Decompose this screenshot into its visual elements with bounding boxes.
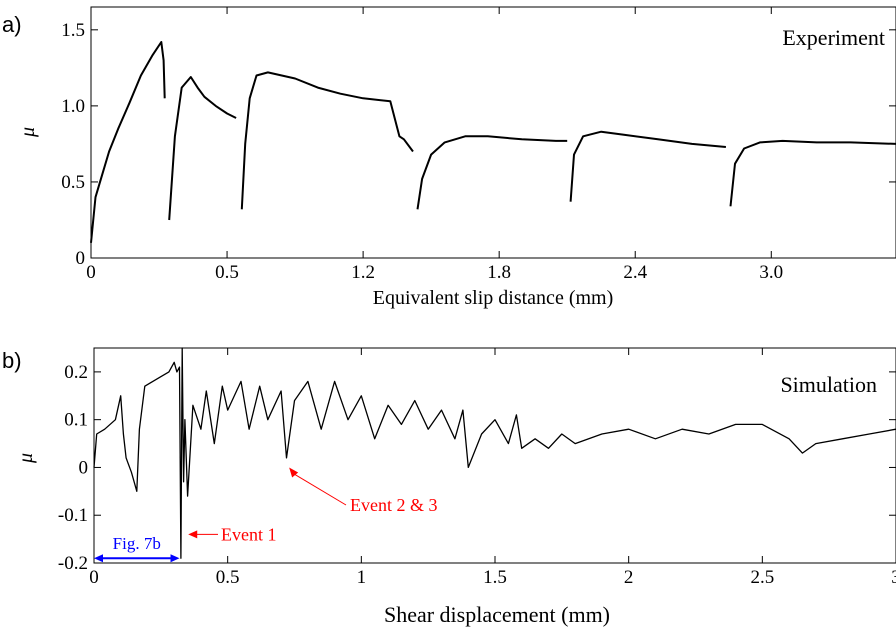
panel-b: b) -0.2 -0.1 0 0.1 0.2 0 0.5 1 1.5 2 2.5 3 Simulat… [2,347,896,627]
panel-a-series-line-6 [729,139,896,207]
panel-a: a) 0 0.5 1.0 1.5 0 0.5 1.2 1.8 2.4 3.0 Experimen… [2,6,896,309]
fig-7b-arrowhead-left [94,554,103,563]
panel-b-x-tick-label: 2 [624,567,634,588]
panel-a-y-tick-label: 0 [76,248,86,269]
event-2-3-arrow-line [292,473,347,506]
panel-a-series-line-2 [168,76,237,221]
event-1-label: Event 1 [221,524,277,544]
panel-a-y-tick-label: 0.5 [61,172,85,193]
panel-b-x-tick-label: 0.5 [216,567,240,588]
panel-a-y-tick-label: 1.5 [61,20,85,41]
panel-b-annotation: Simulation [780,372,877,397]
panel-a-series-line-4 [416,135,568,210]
panel-b-x-axis-label: Shear displacement (mm) [384,602,610,627]
event-1-arrowhead [188,530,198,539]
panel-a-y-axis-label: μ [17,127,39,138]
panel-a-y-ticks: 0 0.5 1.0 1.5 [61,20,896,269]
fig-7b-arrowhead-right [170,554,180,563]
panel-b-y-tick-label: -0.2 [58,553,88,574]
panel-b-y-tick-label: 0 [79,457,89,478]
panel-a-data-lines [90,41,896,243]
fig-7b-label: Fig. 7b [113,534,161,553]
panel-b-x-tick-label: 0 [89,567,99,588]
panel-b-y-ticks: -0.2 -0.1 0 0.1 0.2 [58,362,896,574]
panel-a-x-tick-label: 1.2 [351,262,375,283]
panel-b-x-tick-label: 2.5 [750,567,774,588]
panel-b-x-ticks: 0 0.5 1 1.5 2 2.5 3 [89,348,896,588]
panel-a-series-line-3 [240,71,414,210]
panel-a-x-tick-label: 0.5 [215,262,239,283]
panel-b-series-line-1 [93,347,896,559]
panel-b-x-tick-label: 1.5 [483,567,507,588]
panel-a-x-tick-label: 0 [86,262,96,283]
panel-b-axes-frame [93,347,896,564]
panel-b-label: b) [2,348,22,373]
panel-b-y-axis-label: μ [15,453,37,464]
panel-a-series-line-5 [569,130,726,202]
panel-b-data-lines [93,347,896,559]
panel-b-x-tick-label: 3 [891,567,896,588]
panel-b-x-tick-label: 1 [357,567,367,588]
panel-a-x-axis-label: Equivalent slip distance (mm) [373,287,614,309]
panel-a-axes-frame [90,6,896,259]
panel-a-y-tick-label: 1.0 [61,96,85,117]
panel-a-annotation: Experiment [782,25,885,50]
panel-b-y-tick-label: 0.2 [64,362,88,383]
panel-b-y-tick-label: 0.1 [64,410,88,431]
event-2-3-label: Event 2 & 3 [350,495,438,515]
event-2-3-arrowhead [289,467,299,478]
panel-a-series-line-1 [90,41,166,243]
panel-a-label: a) [2,12,22,37]
panel-a-x-tick-label: 2.4 [623,262,647,283]
panel-b-annotations: Event 2 & 3 Event 1 Fig. 7b [94,467,438,563]
panel-b-y-tick-label: -0.1 [58,505,88,526]
panel-a-x-tick-label: 1.8 [487,262,511,283]
panel-a-x-tick-label: 3.0 [759,262,783,283]
panel-a-x-ticks: 0 0.5 1.2 1.8 2.4 3.0 [86,7,783,283]
